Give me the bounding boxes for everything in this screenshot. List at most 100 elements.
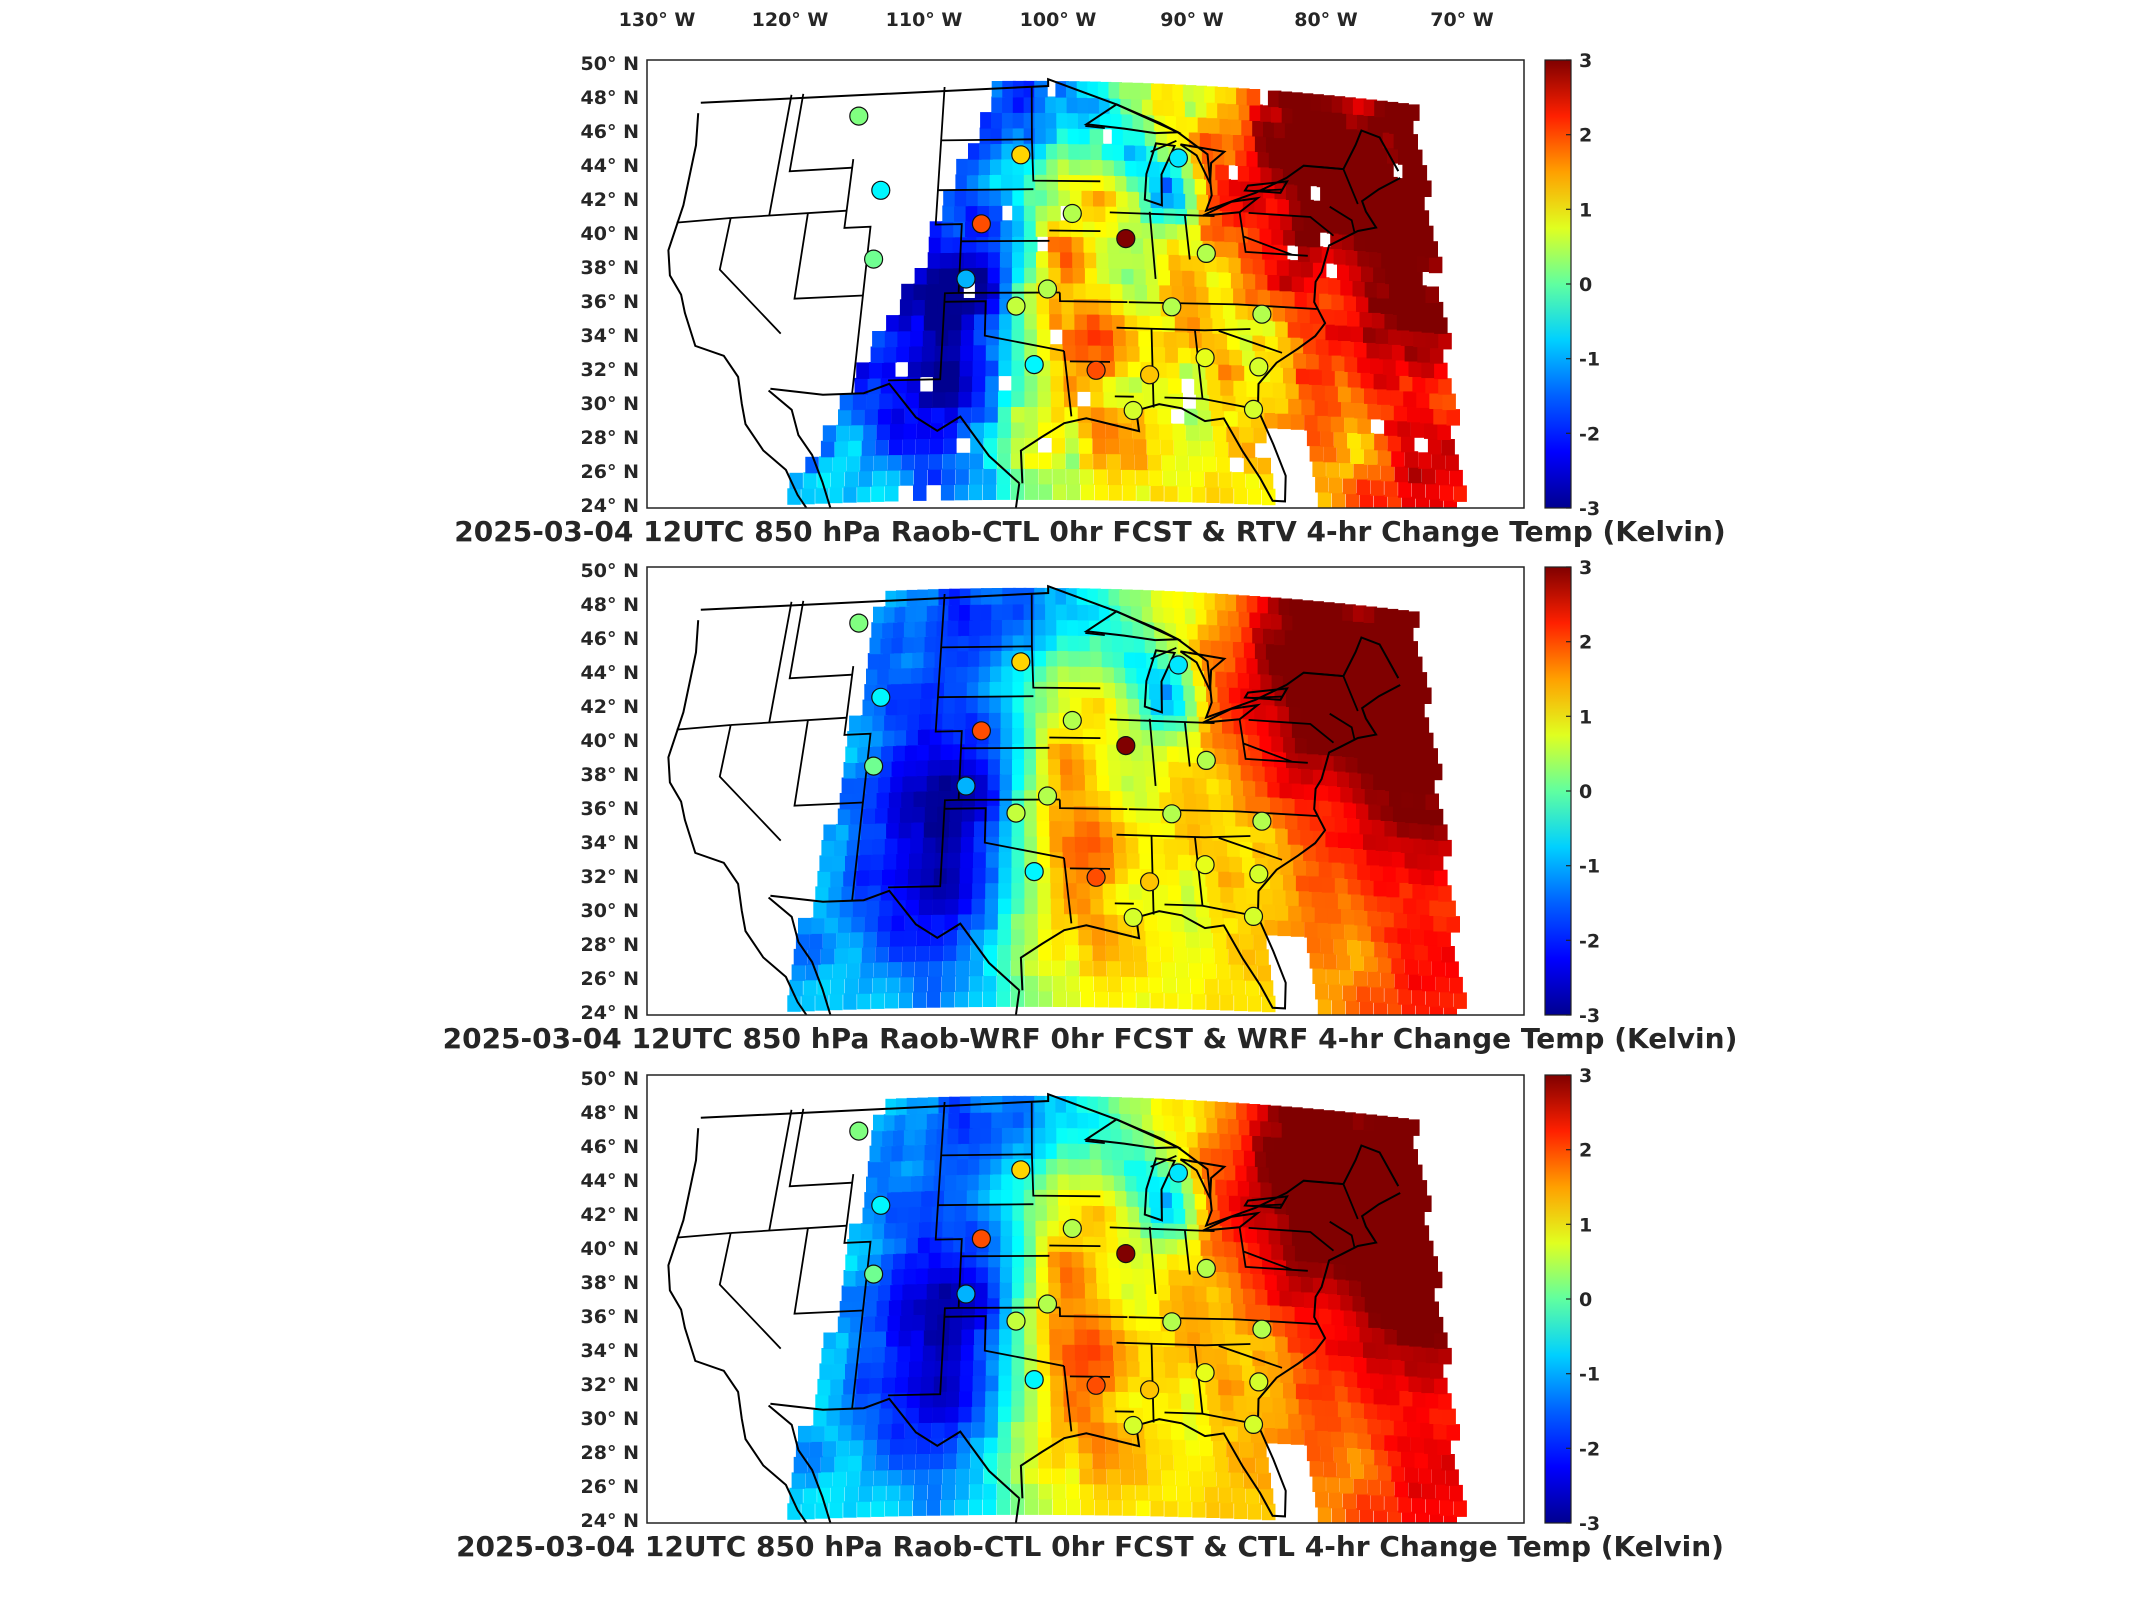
lat-label: 40° N [581,223,639,245]
panel-title: 2025-03-04 12UTC 850 hPa Raob-WRF 0hr FC… [443,1022,1738,1055]
state-border [1248,1227,1335,1252]
map-panel: 50° N 48° N 46° N 44° N 42° N 40° N 38° N 36° N… [456,1065,1724,1563]
lat-label: 24° N [581,1002,639,1024]
colorbar-tick-label: 2 [1579,632,1592,654]
state-border [1085,125,1105,129]
state-border [788,93,853,173]
raob-marker [863,756,884,776]
lat-label: 50° N [581,53,639,75]
raob-marker [849,1121,869,1141]
state-border [1318,1181,1359,1220]
colorbar-tick-label: 0 [1579,274,1592,296]
state-border [1109,718,1215,724]
lake-outline [1083,1118,1182,1150]
raob-marker [1162,1312,1182,1332]
state-border [1148,211,1157,279]
raob-marker [1196,243,1216,263]
lat-label: 24° N [581,495,639,517]
colorbar-tick-label: 1 [1579,199,1592,221]
coastline [767,1404,832,1523]
lat-label: 26° N [581,1476,639,1498]
state-border [1030,85,1101,183]
state-border [1148,1226,1157,1294]
lat-label: 46° N [581,121,639,143]
state-border [1202,1412,1248,1424]
state-border [1069,867,1111,870]
coastline [667,113,808,508]
state-border [1242,742,1293,763]
raob-marker [1011,1160,1031,1180]
lake-outline [1179,1158,1227,1199]
lon-label: 70° W [1430,9,1494,31]
raob-marker [1139,365,1160,385]
state-border [937,1203,1034,1207]
map-frame [646,59,1525,509]
lake-outline [1202,1211,1262,1232]
boundaries [667,77,1401,508]
coastline [1019,177,1401,503]
colorbar-tick-label: -2 [1579,423,1600,445]
raob-marker [1086,360,1106,380]
state-border [1109,211,1215,217]
raob-marker [849,613,869,633]
raob-marker [1011,145,1031,165]
lat-label: 30° N [581,393,639,415]
state-border [730,209,847,219]
raob-marker [1162,804,1182,824]
lat-label: 50° N [581,1068,639,1090]
raob-marker [1139,872,1160,892]
colorbar-tick-label: 3 [1579,50,1592,72]
lake-outline [1143,649,1177,714]
raob-marker [971,214,992,234]
lat-label: 48° N [581,87,639,109]
state-border [768,94,793,216]
raob-marker [1249,1372,1269,1392]
lon-label: 80° W [1294,9,1358,31]
lat-label: 34° N [581,832,639,854]
lat-label: 42° N [581,189,639,211]
raob-marker [1037,279,1058,299]
raob-marker [1062,203,1082,224]
state-border [1329,712,1356,740]
lat-label: 38° N [581,764,639,786]
raob-marker [871,687,891,707]
raob-marker [1037,786,1058,806]
coastline [770,889,1020,992]
state-border [960,239,1050,243]
lake-outline [1083,610,1182,642]
state-border [941,138,1032,142]
lat-label: 36° N [581,1306,639,1328]
state-border [1248,212,1335,237]
raob-marker [956,269,976,289]
coastline [667,1128,808,1523]
state-border [1202,904,1248,916]
lat-label: 38° N [581,257,639,279]
colorbar-tick-label: 0 [1579,1289,1592,1311]
coastline [770,382,1020,485]
lat-label: 44° N [581,662,639,684]
lat-label: 30° N [581,1408,639,1430]
state-border [941,645,1032,649]
state-border [1183,1229,1191,1275]
colorbar-tick-label: -1 [1579,856,1600,878]
state-border [1238,719,1308,764]
colorbar-tick-label: -1 [1579,1364,1600,1386]
lat-label: 44° N [581,155,639,177]
state-border [1318,166,1359,205]
lat-label: 40° N [581,730,639,752]
lat-label: 42° N [581,696,639,718]
raob-marker [1116,1243,1136,1264]
state-border [1030,592,1101,690]
state-border [960,746,1050,750]
colorbar-tick-label: -2 [1579,930,1600,952]
raob-marker [1243,1414,1264,1435]
state-border [1085,1140,1105,1144]
state-border [1329,1220,1356,1248]
lake-outline [1243,687,1289,701]
colorbar-tick-label: -3 [1579,1513,1600,1535]
state-border [937,695,1034,699]
state-border [730,1224,847,1234]
lat-label: 32° N [581,1374,639,1396]
state-border [1058,1307,1128,1318]
raob-marker [1011,652,1031,672]
